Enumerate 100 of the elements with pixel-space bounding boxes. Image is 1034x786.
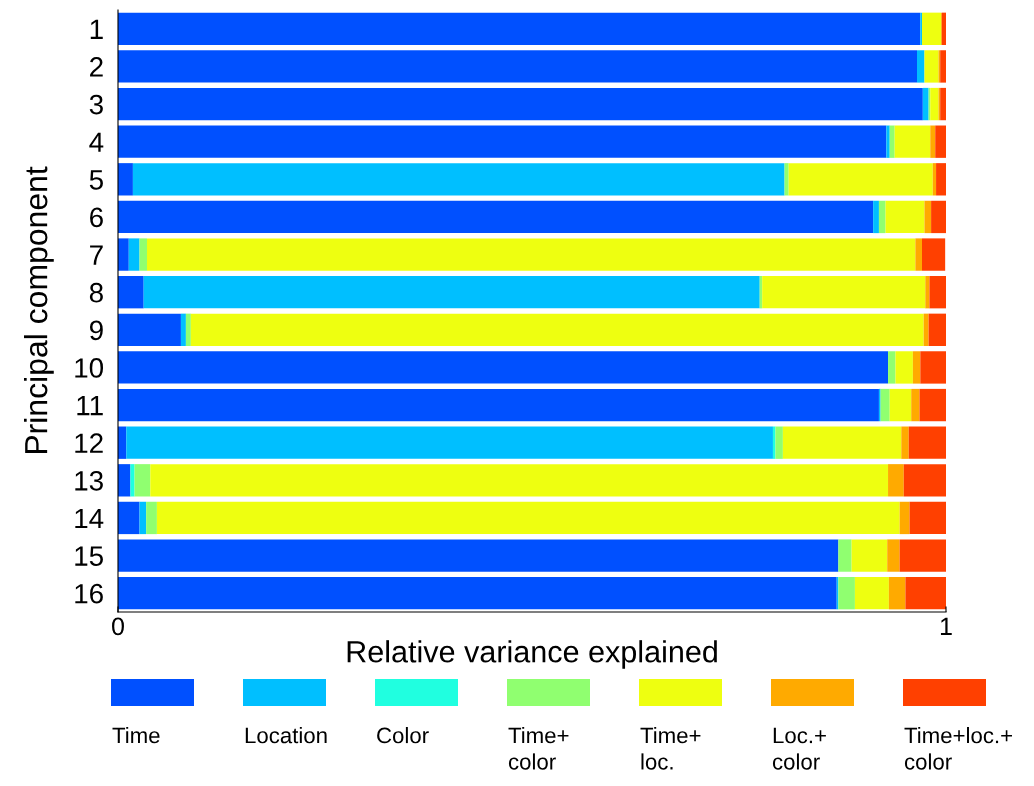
y-tick-label: 2 bbox=[90, 57, 103, 77]
bar bbox=[917, 50, 925, 83]
bar bbox=[895, 351, 913, 384]
bar bbox=[922, 87, 929, 121]
bar bbox=[888, 351, 896, 384]
bar bbox=[118, 238, 129, 271]
bar bbox=[139, 238, 147, 271]
bar bbox=[139, 501, 147, 535]
bar bbox=[118, 163, 133, 196]
bar bbox=[940, 50, 946, 83]
y-tick-label: 10 bbox=[75, 358, 104, 378]
bar bbox=[132, 163, 785, 196]
bar bbox=[935, 125, 946, 158]
bar bbox=[762, 276, 926, 309]
bar bbox=[851, 539, 888, 572]
bar bbox=[146, 501, 157, 535]
bar bbox=[118, 501, 140, 535]
bar bbox=[118, 388, 879, 422]
bar bbox=[128, 238, 140, 271]
bar bbox=[885, 200, 925, 234]
legend-label: Color bbox=[377, 727, 429, 744]
bar bbox=[912, 351, 921, 384]
bar bbox=[899, 501, 910, 535]
y-tick-label: 5 bbox=[89, 170, 103, 190]
y-tick-label: 11 bbox=[77, 396, 103, 416]
bar bbox=[854, 577, 889, 610]
bar bbox=[143, 276, 760, 309]
bar bbox=[126, 426, 773, 459]
bar bbox=[887, 539, 900, 572]
x-axis-title: Relative variance explained bbox=[347, 640, 717, 669]
bar bbox=[924, 200, 932, 234]
legend-label: Loc.+ color bbox=[772, 727, 826, 770]
bar bbox=[924, 50, 939, 83]
bar bbox=[775, 426, 783, 459]
bar bbox=[889, 388, 912, 422]
bar bbox=[118, 200, 874, 234]
bar bbox=[118, 351, 889, 384]
bar bbox=[150, 464, 889, 497]
bar bbox=[930, 87, 939, 121]
y-tick-label: 3 bbox=[89, 94, 103, 115]
bar bbox=[130, 464, 135, 497]
bar bbox=[118, 87, 923, 121]
bar bbox=[936, 163, 946, 196]
x-tick-label: 0 bbox=[112, 617, 124, 636]
y-axis-title: Principal component bbox=[23, 166, 54, 454]
bar bbox=[156, 501, 900, 535]
bar bbox=[905, 577, 946, 610]
bar bbox=[908, 426, 946, 459]
bar bbox=[838, 577, 855, 610]
bar bbox=[930, 125, 936, 158]
bar bbox=[901, 426, 909, 459]
legend-label: Time+ loc. bbox=[640, 727, 701, 770]
legend-label: Location bbox=[245, 727, 327, 744]
bar bbox=[940, 87, 946, 121]
legend-label: Time+loc.+ color bbox=[904, 727, 1012, 770]
bar bbox=[888, 577, 906, 610]
bar bbox=[118, 276, 144, 309]
bar bbox=[931, 200, 946, 234]
bar bbox=[180, 313, 186, 346]
y-tick-label: 13 bbox=[75, 470, 103, 491]
bar bbox=[921, 12, 942, 45]
bar bbox=[118, 539, 839, 572]
y-tick-label: 8 bbox=[89, 282, 103, 303]
bar bbox=[894, 125, 931, 158]
bar bbox=[118, 50, 918, 83]
legend-label: Time bbox=[112, 727, 160, 744]
bar bbox=[118, 12, 921, 45]
legend-label: Time+ color bbox=[508, 727, 569, 770]
bar bbox=[788, 163, 933, 196]
bar bbox=[928, 313, 946, 346]
y-tick-label: 9 bbox=[89, 320, 103, 341]
y-tick-label: 4 bbox=[89, 132, 104, 152]
y-tick-label: 7 bbox=[90, 245, 103, 265]
bar bbox=[920, 351, 946, 384]
bar bbox=[185, 313, 191, 346]
y-tick-label: 6 bbox=[90, 207, 103, 228]
bar bbox=[118, 577, 837, 610]
y-tick-label: 16 bbox=[75, 583, 103, 604]
bar bbox=[146, 238, 916, 271]
bar bbox=[118, 313, 181, 346]
bar bbox=[190, 313, 924, 346]
bar bbox=[889, 125, 895, 158]
bar bbox=[899, 539, 946, 572]
bar bbox=[782, 426, 902, 459]
bar bbox=[909, 501, 946, 535]
bar bbox=[886, 125, 890, 158]
bar bbox=[923, 313, 929, 346]
bar bbox=[919, 388, 946, 422]
bar bbox=[838, 539, 852, 572]
bar bbox=[915, 238, 922, 271]
y-tick-label: 15 bbox=[75, 546, 103, 566]
bar bbox=[134, 464, 151, 497]
y-tick-label: 14 bbox=[75, 508, 104, 528]
bar bbox=[929, 276, 946, 309]
bar bbox=[941, 12, 946, 45]
bar bbox=[903, 464, 946, 497]
bar bbox=[888, 464, 904, 497]
bar bbox=[911, 388, 920, 422]
bar bbox=[880, 388, 890, 422]
y-tick-label: 1 bbox=[90, 19, 103, 39]
